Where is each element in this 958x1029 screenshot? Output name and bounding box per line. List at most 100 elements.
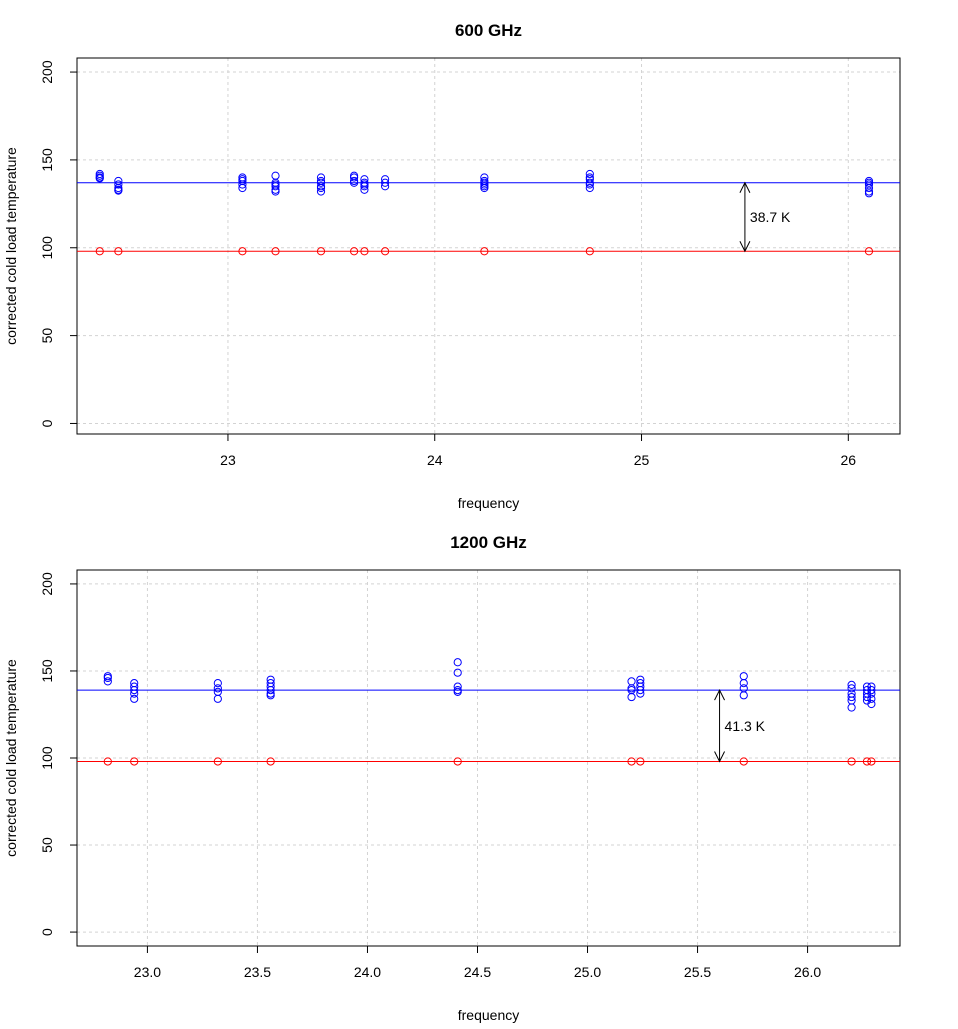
y-tick-label: 50 [39,837,55,853]
x-tick-label: 23 [220,452,236,468]
y-axis-label: corrected cold load temperature [3,147,19,345]
data-point [480,247,489,256]
chart-panel-2: 23.0 23.5 24.0 24.5 25.0 25.5 26.0 0 50 100 150 200… [3,533,901,1023]
data-point [585,175,594,184]
y-tick-label: 150 [39,659,55,683]
data-point [266,686,275,695]
data-point [95,247,104,256]
data-point [103,677,112,686]
y-tick-label: 0 [39,419,55,427]
data-point [316,183,326,193]
x-tick-label: 25.5 [684,964,711,980]
data-point [847,684,856,693]
x-tick-label: 26.0 [794,964,821,980]
data-point [864,247,874,256]
data-point [360,247,369,256]
data-point [847,757,856,766]
data-point [627,684,636,693]
x-tick-label: 23.0 [134,964,161,980]
data-point [627,677,636,686]
x-tick-label: 25.0 [574,964,601,980]
y-tick-label: 100 [39,236,55,260]
y-tick-label: 100 [39,746,55,770]
y-tick-label: 0 [39,928,55,936]
data-point [103,757,112,766]
data-point [381,182,390,191]
data-point [453,682,462,691]
data-point [864,183,874,193]
data-point [271,187,280,196]
data-point [867,694,876,703]
data-point [739,691,748,700]
data-point [381,247,390,256]
data-point [266,757,275,766]
data-point [453,658,462,667]
x-tick-label: 23.5 [244,964,271,980]
data-point [627,757,636,766]
data-point [453,687,462,696]
data-point [867,686,876,695]
y-tick-label: 150 [39,148,55,172]
data-point [316,247,326,256]
data-point [114,186,123,195]
data-point [349,247,359,256]
data-point [316,178,326,187]
plot-frame [76,57,901,435]
data-point [213,684,222,693]
data-point [636,757,645,766]
data-point [316,187,326,196]
data-point [360,182,369,191]
data-point [238,183,247,193]
data-point [238,180,247,189]
data-point [585,183,594,193]
data-point [867,699,876,709]
data-point [213,757,222,766]
data-point [130,694,139,703]
data-point [739,757,748,766]
difference-label: 38.7 K [750,209,791,225]
data-point [453,668,462,677]
data-point [847,692,856,702]
data-point [480,183,489,193]
x-axis-label: frequency [458,1007,519,1023]
data-point [114,180,123,189]
x-axis-label: frequency [458,495,519,511]
data-point [862,757,872,766]
data-point [739,684,748,693]
difference-label: 41.3 K [725,718,766,734]
chart-title: 600 GHz [455,21,522,40]
data-point [266,691,275,700]
data-point [238,247,247,256]
data-point [636,689,645,698]
y-tick-label: 200 [39,60,55,84]
data-point [271,182,280,191]
plot-frame [76,569,901,947]
data-point [213,694,222,703]
data-point [585,169,594,179]
data-point [847,703,856,712]
x-tick-label: 25 [634,452,650,468]
chart-title: 1200 GHz [450,533,527,552]
x-tick-label: 26 [841,452,857,468]
x-tick-label: 24 [427,452,443,468]
chart-panel-1: 23 24 25 26 0 50 100 150 200 600 GHz frequency corr… [3,21,901,511]
data-point [453,757,462,766]
data-point [585,180,594,189]
data-point [349,178,359,187]
data-point [95,174,104,183]
data-point [636,686,645,695]
data-point [130,686,139,695]
data-point [360,185,369,194]
data-point [213,679,222,688]
y-axis-label: corrected cold load temperature [3,659,19,857]
data-point [847,680,856,689]
data-point [381,178,390,187]
data-point [130,757,139,766]
y-tick-label: 50 [39,328,55,344]
data-point [316,173,326,182]
data-point [130,689,139,698]
data-point [627,692,636,702]
x-tick-label: 24.0 [354,964,381,980]
